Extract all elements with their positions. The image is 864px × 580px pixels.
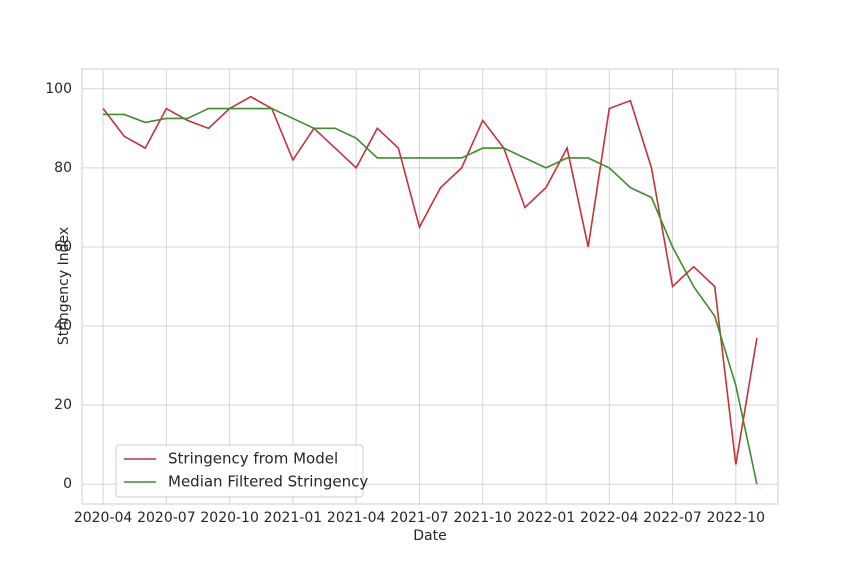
legend-label: Stringency from Model [168, 450, 338, 468]
y-tick-label: 60 [54, 239, 72, 255]
x-tick-label: 2021-07 [390, 510, 449, 526]
legend-box [115, 444, 364, 498]
y-axis-label: Stringency Index [56, 227, 72, 345]
series-line [103, 107, 758, 485]
plot-area [81, 68, 779, 505]
y-tick-label: 20 [54, 397, 72, 413]
x-tick-label: 2021-10 [453, 510, 512, 526]
x-tick-label: 2022-07 [643, 510, 702, 526]
x-tick-label: 2022-04 [580, 510, 639, 526]
x-tick-label: 2020-04 [74, 510, 133, 526]
x-tick-label: 2022-01 [517, 510, 576, 526]
y-tick-label: 100 [45, 81, 72, 97]
y-tick-label: 40 [54, 318, 72, 334]
x-tick-label: 2022-10 [707, 510, 766, 526]
legend-label: Median Filtered Stringency [168, 473, 368, 491]
x-tick-label: 2020-07 [137, 510, 196, 526]
x-tick-label: 2021-04 [327, 510, 386, 526]
y-tick-label: 0 [63, 476, 72, 492]
x-tick-label: 2020-10 [200, 510, 259, 526]
x-tick-label: 2021-01 [264, 510, 323, 526]
x-axis-label: Date [413, 528, 446, 544]
series-line [102, 95, 758, 465]
y-tick-label: 80 [54, 160, 72, 176]
